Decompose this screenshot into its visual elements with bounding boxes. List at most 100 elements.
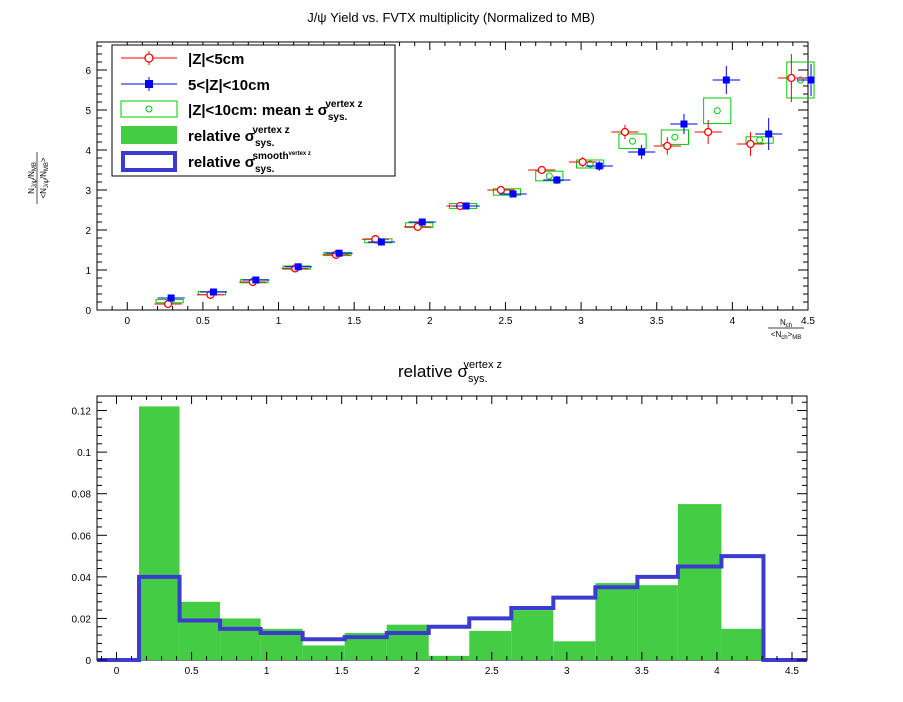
red-point <box>746 139 755 149</box>
y-axis-label-numerator: NJ/ψ/NMB <box>27 162 38 194</box>
x-tick-label-bottom: 4.5 <box>785 666 799 677</box>
green-hist-bar <box>553 641 596 660</box>
sys-box <box>660 129 689 145</box>
green-hist-bar <box>511 610 554 660</box>
red-point <box>578 157 587 167</box>
x-tick-label-top: 3.5 <box>650 316 664 327</box>
legend-blue-marker <box>145 80 153 88</box>
legend-label-1: |Z|<5cm <box>188 51 244 68</box>
bottom-panel: relative σsys.vertex z 0 0.5 1 1.5 2 2.5 3 3.5 4 4… <box>72 359 808 677</box>
sys-box <box>576 159 605 169</box>
sys-mean-marker <box>756 136 764 144</box>
legend-hollow-box <box>121 151 177 172</box>
x-tick-label-top: 4 <box>730 316 736 327</box>
x-tick-label-bottom: 2.5 <box>485 666 499 677</box>
legend-filled-box <box>121 126 177 144</box>
x-axis-label-denominator: <Nch>MB <box>771 330 801 341</box>
blue-point <box>807 76 815 84</box>
x-tick-label-bottom: 1.5 <box>335 666 349 677</box>
sys-box <box>703 97 732 125</box>
legend-label-2: 5<|Z|<10cm <box>188 77 270 94</box>
sys-mean-marker <box>545 172 553 180</box>
blue-point <box>595 162 603 170</box>
blue-point <box>252 276 260 284</box>
x-tick-label-top: 2.5 <box>498 316 512 327</box>
green-hist-bar <box>721 628 764 660</box>
legend-label-5: relative σsys.smoothvertex z <box>188 151 311 175</box>
blue-point <box>680 120 688 128</box>
blue-point <box>553 176 561 184</box>
x-tick-label-top: 0.5 <box>196 316 210 327</box>
y-axis-label-top: NJ/ψ/NMB<NJ/ψ/NMB> <box>27 152 50 204</box>
y-tick-label-bottom: 0.12 <box>72 407 92 418</box>
x-tick-label-bottom: 4 <box>714 666 720 677</box>
y-tick-label-top: 6 <box>85 66 91 77</box>
green-hist-bar <box>220 618 261 660</box>
y-tick-label-top: 5 <box>85 106 91 117</box>
legend-label-4: relative σsys.vertex z <box>188 125 290 149</box>
y-tick-label-top: 3 <box>85 186 91 197</box>
legend-label-3: |Z|<10cm: mean ± σsys.vertex z <box>188 99 363 123</box>
red-point <box>620 127 630 137</box>
y-tick-label-top: 2 <box>85 226 91 237</box>
red-point <box>704 127 713 137</box>
y-tick-label-bottom: 0.02 <box>72 614 92 625</box>
legend-red-marker <box>144 53 154 63</box>
x-tick-label-top: 1.5 <box>347 316 361 327</box>
y-tick-label-top: 1 <box>85 266 91 277</box>
red-point <box>163 299 173 309</box>
green-hist-bar <box>302 645 345 660</box>
y-tick-label-top: 4 <box>85 146 91 157</box>
x-tick-label-top: 1 <box>276 316 282 327</box>
blue-point <box>377 238 385 246</box>
x-tick-label-bottom: 2 <box>414 666 420 677</box>
x-tick-label-bottom: 1 <box>264 666 270 677</box>
green-hist-bar <box>677 504 722 660</box>
top-panel: J/ψ Yield vs. FVTX multiplicity (Normali… <box>27 10 815 341</box>
sys-mean-marker <box>713 107 721 115</box>
green-hist-bar <box>179 601 221 660</box>
blue-point <box>509 190 517 198</box>
blue-point <box>638 148 646 156</box>
chart-title-bottom: relative σsys.vertex z <box>398 359 502 385</box>
red-point <box>537 165 546 175</box>
blue-point <box>722 76 730 84</box>
y-tick-label-bottom: 0.06 <box>72 531 92 542</box>
blue-point <box>167 294 175 302</box>
sys-box <box>535 170 564 182</box>
sys-box <box>618 133 647 149</box>
x-tick-label-bottom: 3.5 <box>635 666 649 677</box>
x-tick-label-top: 3 <box>578 316 584 327</box>
x-tick-label-bottom: 0.5 <box>185 666 199 677</box>
x-tick-label-top: 0 <box>124 316 130 327</box>
x-tick-label-top: 2 <box>427 316 433 327</box>
y-tick-label-bottom: 0.04 <box>72 573 92 584</box>
green-hist-bar <box>139 406 180 660</box>
y-tick-label-bottom: 0 <box>85 656 91 667</box>
blue-smooth-step <box>97 554 807 662</box>
y-tick-label-top: 0 <box>85 306 91 317</box>
x-axis-label-top: Nch<Nch>MB <box>768 318 804 341</box>
green-hist-bar <box>469 630 512 660</box>
blue-point <box>209 288 217 296</box>
blue-point <box>294 263 302 271</box>
green-hist-bar <box>386 624 429 660</box>
y-axis-label-denominator: <NJ/ψ/NMB> <box>39 157 50 198</box>
plot-frame-top <box>96 41 809 311</box>
chart-title-top: J/ψ Yield vs. FVTX multiplicity (Normali… <box>307 10 595 25</box>
x-tick-label-bottom: 0 <box>114 666 120 677</box>
red-point <box>787 73 796 83</box>
sys-mean-marker <box>629 137 637 145</box>
red-point <box>663 141 672 151</box>
green-hist-bar <box>428 655 470 660</box>
red-point <box>496 185 506 195</box>
x-axis-label-numerator: Nch <box>780 318 792 329</box>
legend-green-box <box>120 100 178 118</box>
y-tick-label-bottom: 0.08 <box>72 490 92 501</box>
y-tick-label-bottom: 0.1 <box>77 448 91 459</box>
x-tick-label-bottom: 3 <box>564 666 570 677</box>
sys-mean-marker <box>671 133 679 141</box>
blue-point <box>765 130 773 138</box>
legend-green-marker <box>145 105 153 113</box>
